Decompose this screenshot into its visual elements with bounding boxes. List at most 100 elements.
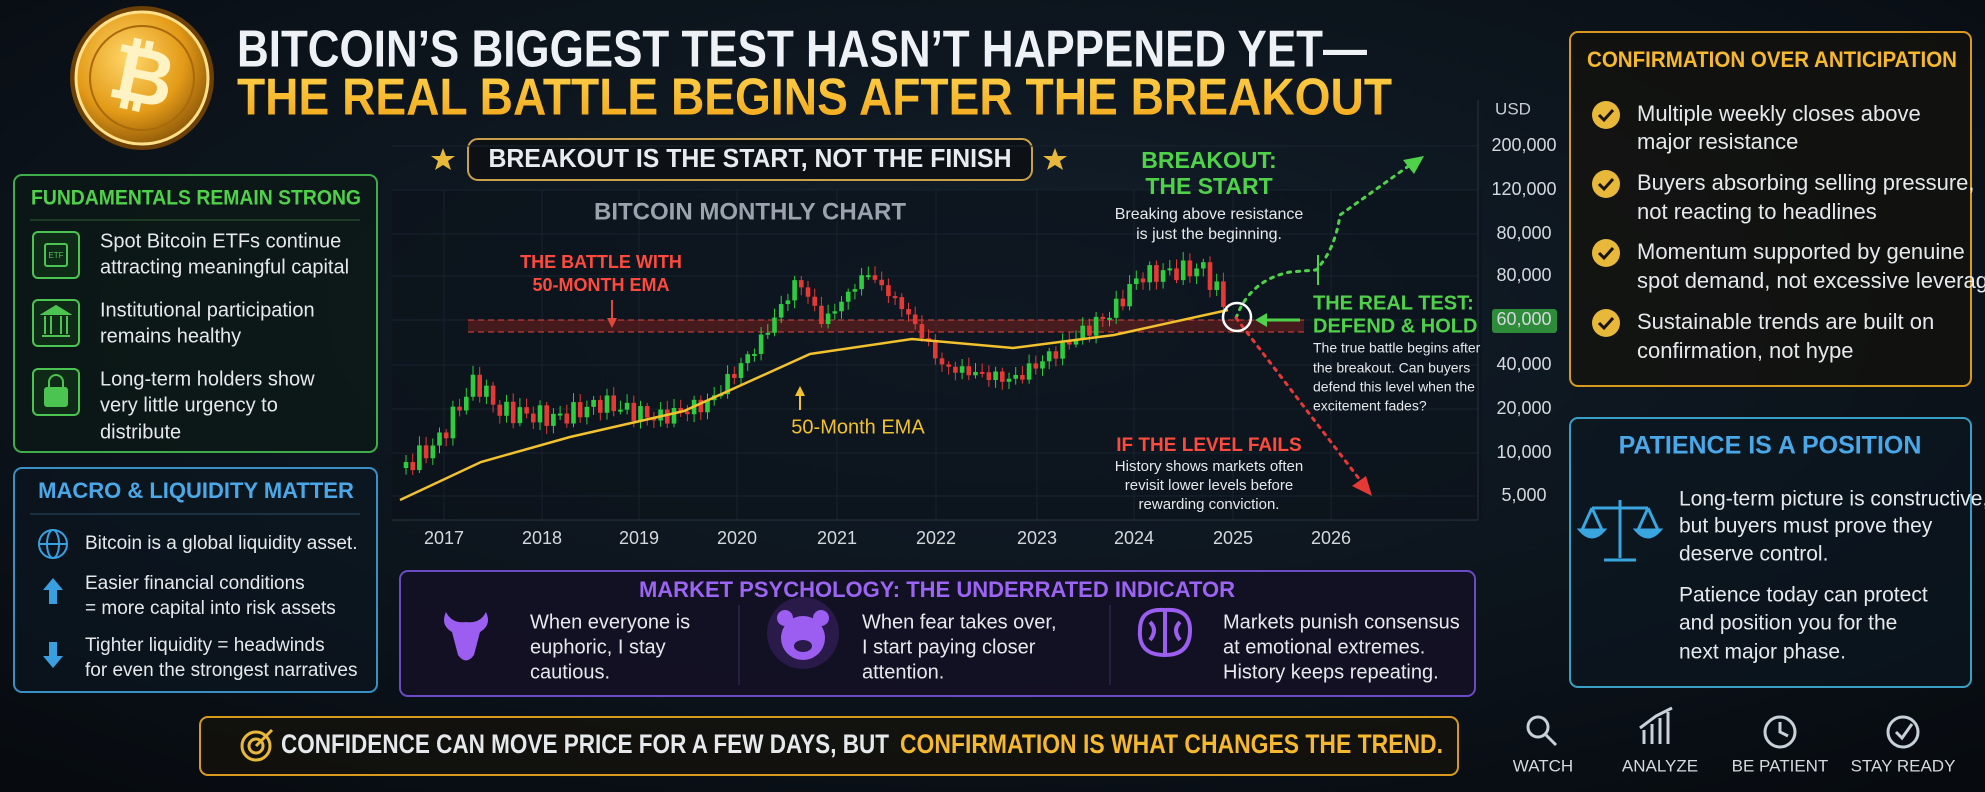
panel-title: CONFIRMATION OVER ANTICIPATION [1587,47,1957,72]
scale-icon [1576,500,1664,562]
candle-body [544,405,549,426]
candle-body [946,364,951,367]
candle-body [1154,265,1159,282]
candle-body [1214,281,1219,290]
panel-text: Spot Bitcoin ETFs continue [100,230,341,252]
axis-unit: USD [1495,99,1531,118]
check [1592,170,1620,198]
candle-body [839,301,844,312]
x-tick-label: 2023 [1017,528,1057,548]
panel-text: = more capital into risk assets [85,598,336,619]
y-tick-label: 80,000 [1496,223,1551,243]
panels [13,31,1972,776]
x-tick-label: 2017 [424,528,464,548]
candle-body [973,371,978,376]
psychology-icons [444,597,1193,669]
panel-text: remains healthy [100,325,241,347]
x-tick-label: 2022 [916,528,956,548]
candle-body [738,363,744,378]
panel-text: very little urgency to [100,394,278,416]
check [1592,309,1620,337]
candle-body [584,406,590,418]
candle-body [611,395,616,412]
candle-body [1000,371,1005,382]
candle-body [1134,278,1139,285]
candle-body [772,317,777,333]
candle-body [631,402,637,421]
candle-body [1194,268,1199,277]
candle-body [1026,363,1032,380]
panel-text: Buyers absorbing selling pressure, [1637,170,1975,195]
candle-body [551,413,556,426]
candle-body [497,404,503,416]
action-label: STAY READY [1851,756,1956,775]
candle-body [577,402,583,418]
panel-title: PATIENCE IS A POSITION [1619,432,1922,460]
candle-body [745,354,750,364]
candle-body [1180,260,1186,281]
candle-body [1113,298,1119,318]
candle-body [1053,351,1059,359]
candle-body [564,413,570,424]
y-tick-label: 5,000 [1501,485,1546,505]
candle-body [1100,316,1106,319]
candle-body [510,401,516,424]
candle-body [484,385,489,397]
annotation: the breakout. Can buyers [1313,360,1470,376]
annotation: 50-Month EMA [791,416,925,438]
annotation: Breaking above resistance [1115,206,1304,223]
check-mark [1597,108,1615,123]
candle-body [698,399,704,413]
candle-body [624,402,630,410]
candle-body [805,287,811,297]
candle-body [537,405,543,423]
panel-text: next major phase. [1679,641,1846,664]
candle-body [1140,278,1146,283]
chart-title: BITCOIN MONTHLY CHART [594,198,906,225]
candle-body [832,311,838,314]
check [1592,239,1620,267]
panel-text: When everyone is [530,611,690,633]
candle-body [403,462,409,468]
candle-body [852,289,858,292]
candle-body [1013,374,1018,379]
candle-body [517,407,523,424]
candle-body [879,279,884,286]
x-tick-label: 2024 [1114,528,1154,548]
banner-text: CONFIRMATION IS WHAT CHANGES THE TREND. [900,729,1443,759]
panel-text: confirmation, not hype [1637,338,1853,363]
candle-body [1093,316,1099,336]
annotation: rewarding conviction. [1139,496,1280,513]
candle-body [437,432,442,446]
candle-body [430,445,436,459]
candle-body [464,396,469,411]
candle-body [671,407,677,424]
candle-body [778,304,784,318]
check-mark [1597,246,1615,261]
x-tick-label: 2018 [522,528,562,548]
panel-text: When fear takes over, [862,611,1057,633]
panel-text: Markets punish consensus [1223,611,1460,633]
candle-body [490,385,496,405]
annotation-title: THE REAL TEST: [1313,292,1474,314]
panel-title: MARKET PSYCHOLOGY: THE UNDERRATED INDICA… [639,577,1235,602]
candle-body [866,275,871,278]
candle-body [1201,262,1206,269]
y-tick-label: 60,000 [1496,309,1551,329]
action-label: WATCH [1513,756,1573,775]
stars [431,148,1067,170]
panel-text: cautious. [530,661,610,683]
action-label: ANALYZE [1622,756,1698,775]
candle-body [457,406,462,411]
annotation-title: THE START [1145,173,1272,199]
panel-text: Sustainable trends are built on [1637,309,1934,334]
action-label: BE PATIENT [1732,756,1829,775]
candle-body [678,407,683,412]
y-tick-label: 80,000 [1496,265,1551,285]
candle-body [604,395,610,413]
candlesticks [403,251,1226,476]
candle-body [859,275,864,290]
candle-body [752,353,757,356]
